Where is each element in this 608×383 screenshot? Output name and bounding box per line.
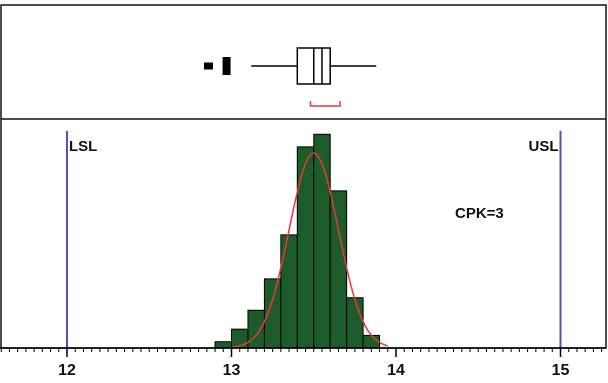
tick-label: 13: [223, 362, 241, 379]
histogram: [214, 133, 381, 349]
outlier-mark: [203, 62, 213, 70]
outlier-box-plot: [203, 47, 377, 107]
tick-label: 12: [58, 362, 76, 379]
outlier-mark: [222, 57, 231, 75]
x-axis: 12 13 14 15: [0, 347, 606, 379]
tick-label: 14: [387, 362, 405, 379]
histogram-bar: [329, 190, 348, 349]
histogram-bar: [247, 309, 265, 349]
spec-label-usl: USL: [529, 138, 559, 155]
histogram-bar: [280, 234, 298, 349]
histogram-bar: [214, 341, 233, 349]
spec-label-lsl: LSL: [69, 138, 97, 155]
cpk-annotation: CPK=3: [455, 205, 504, 222]
histogram-bar: [296, 146, 315, 349]
histogram-bar: [362, 334, 381, 349]
shortest-half-bracket: [309, 101, 341, 107]
histogram-bar: [263, 278, 282, 349]
histogram-bar: [313, 133, 331, 349]
tick-label: 15: [552, 362, 570, 379]
spec-limits: LSL USL: [66, 131, 562, 348]
histogram-bar: [346, 297, 364, 349]
density-curve: [231, 152, 388, 348]
normal-fit-curve: [231, 152, 388, 348]
